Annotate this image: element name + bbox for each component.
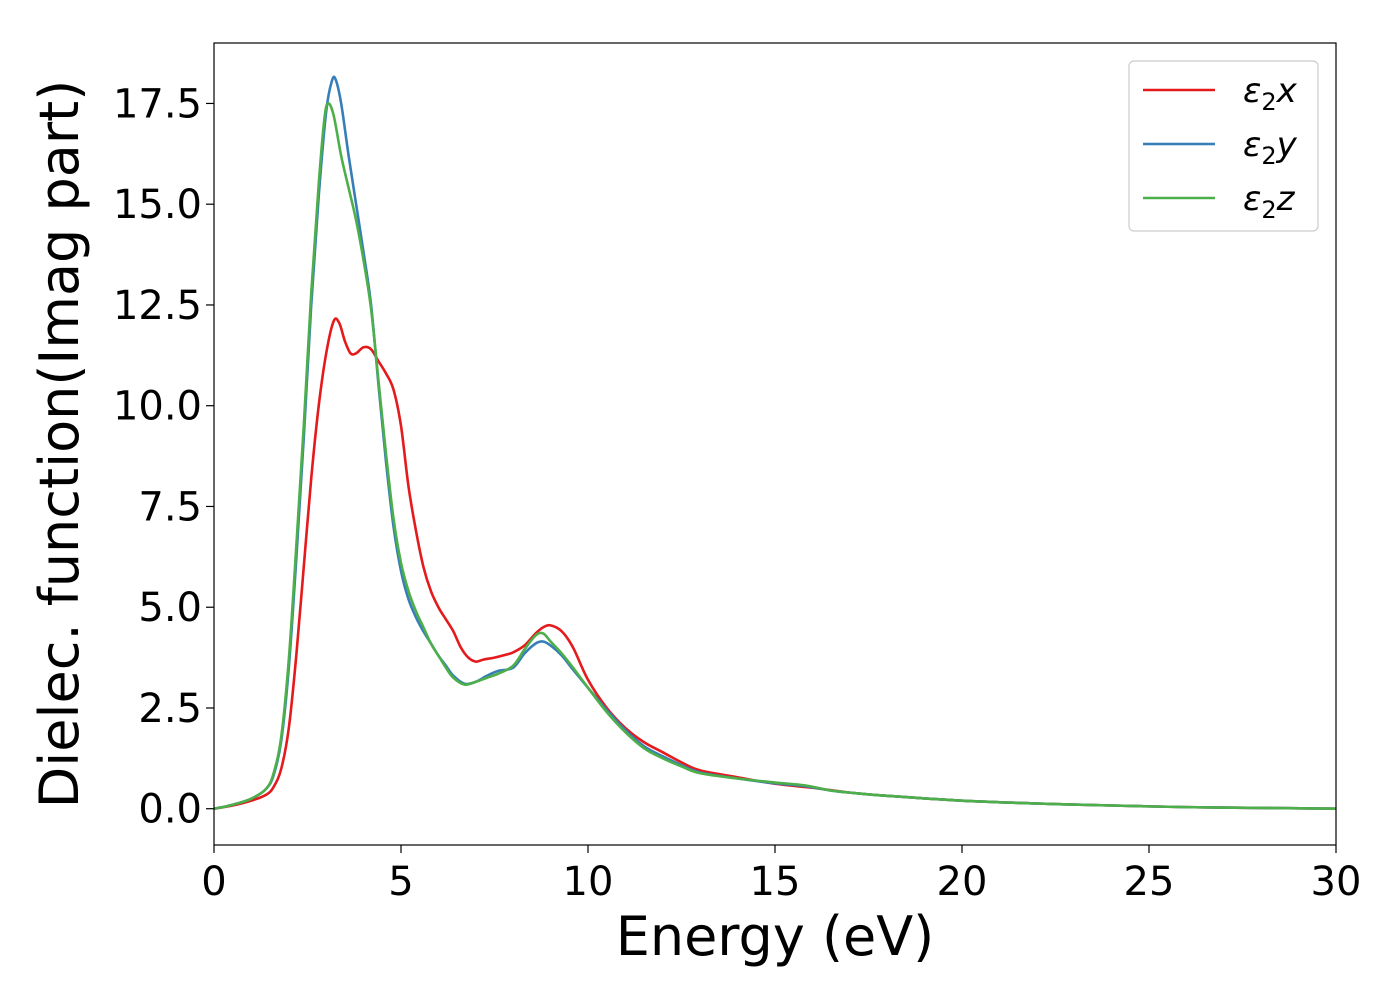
- x-tick-label: 5: [388, 859, 413, 905]
- y-tick-label: 10.0: [113, 384, 202, 430]
- x-tick-label: 25: [1124, 859, 1175, 905]
- x-tick-label: 15: [750, 859, 801, 905]
- y-tick-label: 5.0: [138, 585, 202, 631]
- y-tick-label: 15.0: [113, 182, 202, 228]
- legend-label-y: ε2y: [1243, 125, 1298, 170]
- legend-label-x: ε2x: [1243, 71, 1298, 116]
- y-tick-label: 12.5: [113, 283, 202, 329]
- x-axis: 0 5 10 15 20 25 30: [201, 845, 1361, 905]
- series-line-x: [214, 317, 1336, 811]
- x-tick-label: 0: [201, 859, 226, 905]
- x-axis-label: Energy (eV): [616, 905, 935, 968]
- legend-box: [1128, 60, 1319, 232]
- x-tick-label: 20: [937, 859, 988, 905]
- y-tick-label: 0.0: [138, 787, 202, 833]
- legend-label-z: ε2z: [1243, 179, 1296, 224]
- x-tick-label: 10: [563, 859, 614, 905]
- legend: ε2x ε2y ε2z: [1128, 60, 1319, 232]
- y-tick-label: 2.5: [138, 686, 202, 732]
- y-axis: 0.0 2.5 5.0 7.5 10.0 12.5 15.0 17.5: [113, 81, 214, 833]
- y-tick-label: 7.5: [138, 484, 202, 530]
- x-tick-label: 30: [1311, 859, 1362, 905]
- series-group: [214, 75, 1336, 811]
- series-line-z: [214, 102, 1336, 811]
- y-tick-label: 17.5: [113, 81, 202, 127]
- y-axis-label: Dielec. function(Imag part): [28, 80, 91, 809]
